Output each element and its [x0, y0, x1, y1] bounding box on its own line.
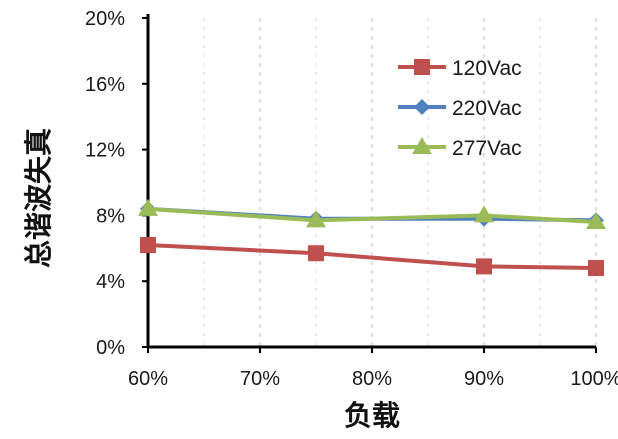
x-tick-label: 90% [464, 368, 504, 390]
y-tick-label: 12% [85, 140, 125, 162]
series-277Vac [138, 198, 606, 229]
y-axis-title: 总谐波失真 [22, 128, 55, 268]
data-point [308, 245, 324, 262]
legend-marker [414, 59, 430, 75]
x-tick-label: 80% [352, 368, 392, 390]
data-point [140, 237, 156, 254]
data-point [306, 210, 326, 228]
x-tick-label: 100% [570, 368, 618, 390]
legend: 120Vac 220Vac 277Vac [398, 57, 522, 160]
legend-label: 220Vac [452, 97, 522, 120]
data-point [586, 211, 606, 229]
data-point [138, 198, 158, 216]
x-axis-title: 负载 [344, 399, 400, 432]
legend-label: 120Vac [452, 57, 522, 80]
data-point [476, 258, 492, 275]
x-tick-label: 70% [240, 368, 280, 390]
y-tick-label: 8% [96, 205, 125, 227]
y-tick-labels: 0% 4% 8% 12% 16% 20% [85, 8, 125, 359]
series-line [147, 243, 597, 271]
x-tick-labels: 60% 70% 80% 90% 100% [128, 368, 618, 390]
legend-entry: 120Vac [398, 57, 522, 80]
legend-marker [414, 99, 430, 115]
legend-marker [412, 137, 432, 154]
series-120Vac [140, 237, 604, 277]
gridlines [203, 18, 597, 347]
legend-label: 277Vac [452, 137, 522, 160]
data-point [474, 205, 494, 223]
data-point [588, 260, 604, 277]
x-tick-label: 60% [128, 368, 168, 390]
y-tick-label: 0% [96, 337, 125, 359]
y-tick-label: 16% [85, 74, 125, 96]
series-line [147, 206, 597, 224]
series-lines [138, 198, 606, 277]
y-tick-label: 20% [85, 8, 125, 30]
legend-entry: 277Vac [398, 137, 522, 160]
legend-entry: 220Vac [398, 97, 522, 120]
y-tick-label: 4% [96, 271, 125, 293]
